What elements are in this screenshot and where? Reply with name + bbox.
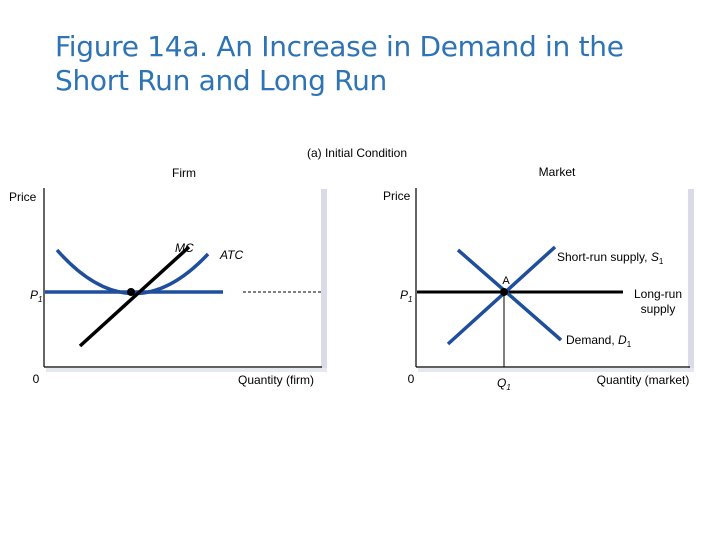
firm-axis-shadow-bottom: [46, 368, 327, 372]
firm-panel: Firm Price 0 Quantity (firm) P1 MC ATC: [9, 166, 327, 387]
market-price-label-subscript: 1: [408, 295, 412, 304]
market-long-run-supply-label-line-1: Long-run: [634, 287, 682, 301]
market-demand-text: Demand,: [566, 333, 618, 347]
market-quantity-label-letter: Q: [497, 376, 506, 390]
market-short-run-supply-text: Short-run supply,: [557, 250, 651, 264]
market-axis-shadow-bottom: [418, 368, 694, 372]
firm-price-label-letter: P: [30, 288, 38, 302]
market-price-label: P1: [400, 288, 412, 304]
market-panel: Market Price 0 Quantity (market) P1 A Sh…: [383, 165, 694, 392]
firm-atc-label: ATC: [219, 248, 243, 262]
slide-title: Figure 14a. An Increase in Demand in the…: [55, 30, 695, 98]
market-origin: 0: [408, 372, 415, 386]
market-short-run-supply-symbol: S: [651, 250, 659, 264]
market-demand-label: Demand, D1: [566, 333, 632, 349]
market-demand-subscript: 1: [627, 340, 632, 349]
market-point-a-label: A: [502, 275, 510, 287]
slide-title-line-2: Short Run and Long Run: [55, 64, 387, 97]
market-short-run-supply-curve: [446, 245, 557, 346]
market-long-run-supply-label-line-2: supply: [641, 302, 676, 316]
firm-x-axis-label: Quantity (firm): [238, 373, 314, 387]
firm-mc-curve: [78, 245, 191, 348]
panel-title: (a) Initial Condition: [307, 146, 407, 160]
firm-y-axis-label: Price: [9, 190, 37, 204]
market-price-label-letter: P: [400, 288, 408, 302]
market-short-run-supply-subscript: 1: [659, 257, 664, 266]
firm-atc-curve: [55, 248, 210, 296]
market-quantity-label-subscript: 1: [506, 383, 510, 392]
firm-equilibrium-point: [127, 288, 135, 296]
firm-price-label: P1: [30, 288, 42, 304]
firm-price-label-subscript: 1: [38, 295, 42, 304]
firm-axis-shadow-right: [321, 189, 327, 371]
firm-mc-label: MC: [175, 241, 194, 255]
market-y-axis-label: Price: [383, 189, 411, 203]
market-equilibrium-point-a: [500, 288, 508, 296]
market-demand-symbol: D: [618, 333, 627, 347]
market-short-run-supply-label: Short-run supply, S1: [557, 250, 664, 266]
firm-origin: 0: [33, 372, 40, 386]
market-heading: Market: [539, 165, 576, 179]
market-quantity-label: Q1: [497, 376, 511, 392]
market-demand-curve: [456, 248, 563, 342]
slide-title-line-1: Figure 14a. An Increase in Demand in the: [55, 30, 624, 63]
market-axis-shadow-right: [688, 189, 694, 371]
firm-heading: Firm: [172, 166, 196, 180]
market-x-axis-label: Quantity (market): [597, 373, 690, 387]
